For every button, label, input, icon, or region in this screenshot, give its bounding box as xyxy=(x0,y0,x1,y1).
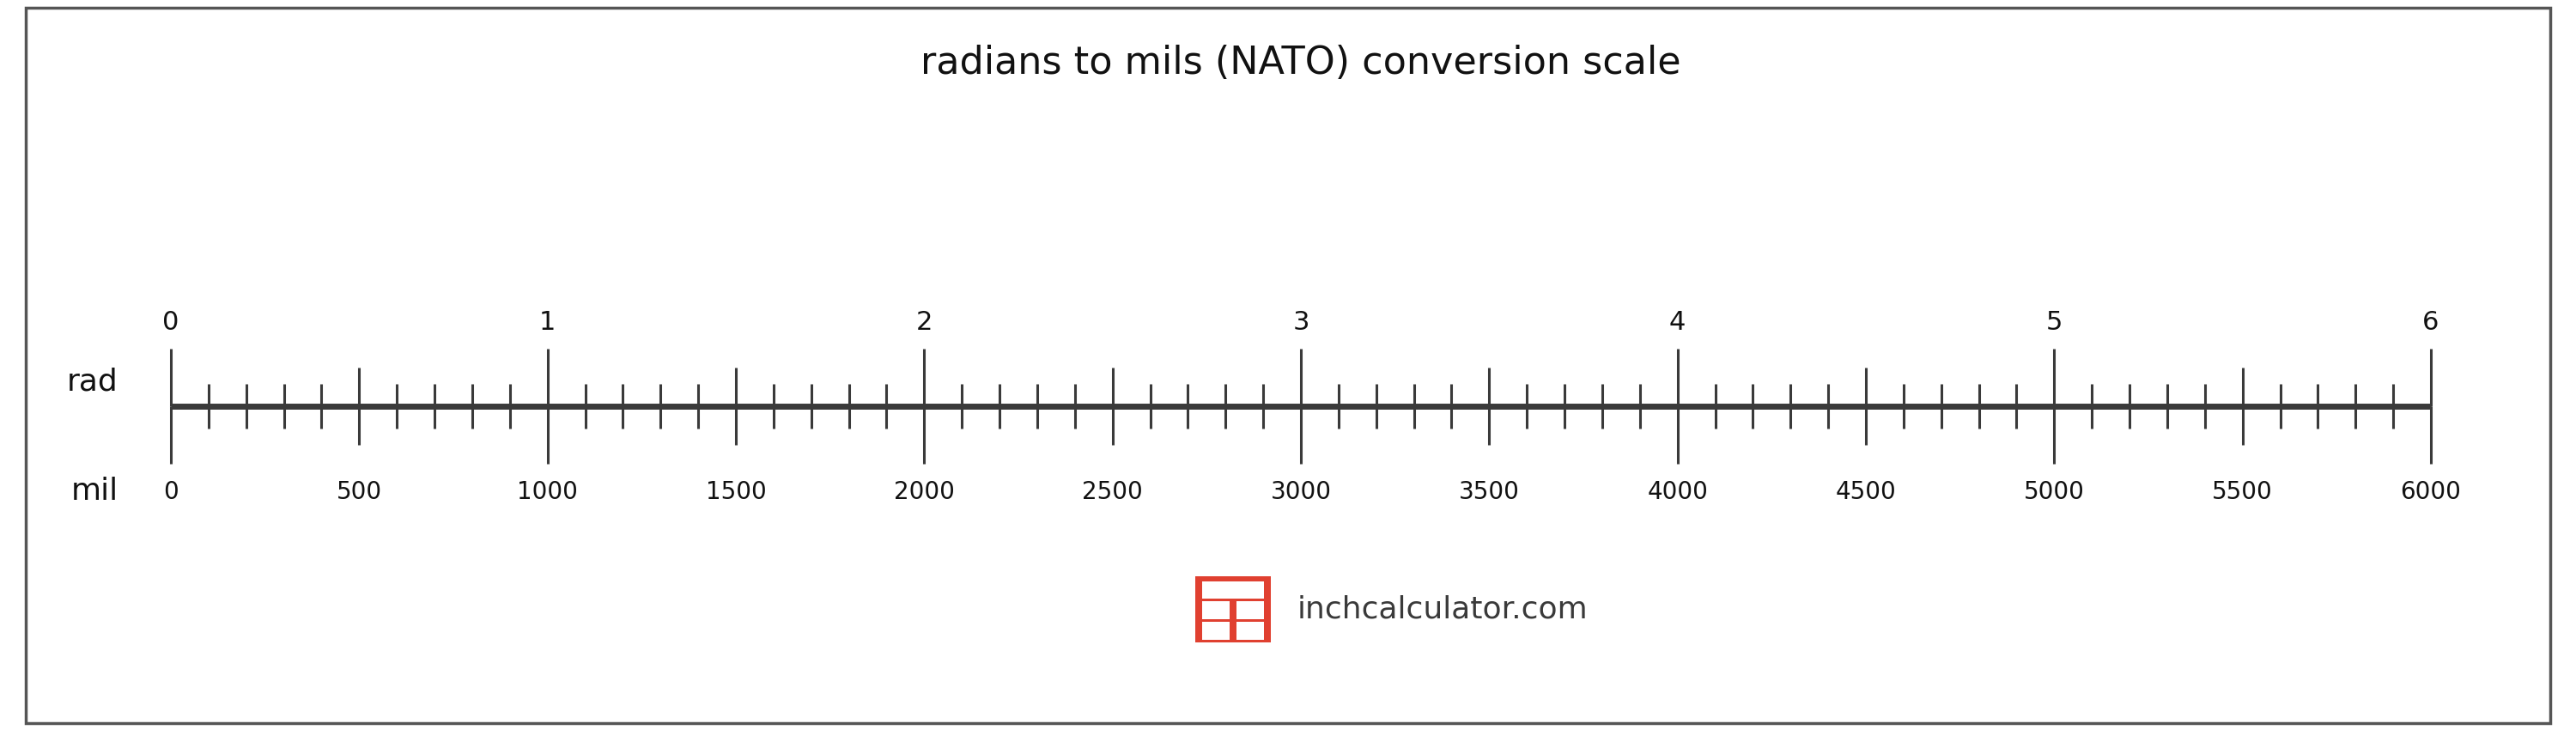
Text: 4: 4 xyxy=(1669,310,1685,335)
Text: 1000: 1000 xyxy=(518,480,577,504)
Text: 4000: 4000 xyxy=(1646,480,1708,504)
Bar xyxy=(1195,577,1270,642)
Text: 5000: 5000 xyxy=(2025,480,2084,504)
Bar xyxy=(1203,581,1265,599)
Text: radians to mils (NATO) conversion scale: radians to mils (NATO) conversion scale xyxy=(920,45,1682,82)
Text: 0: 0 xyxy=(162,480,178,504)
Text: 5: 5 xyxy=(2045,310,2063,335)
Text: 4500: 4500 xyxy=(1837,480,1896,504)
Text: 5500: 5500 xyxy=(2213,480,2272,504)
Text: 2500: 2500 xyxy=(1082,480,1144,504)
Bar xyxy=(1236,622,1265,639)
Text: 3: 3 xyxy=(1293,310,1309,335)
Text: 3000: 3000 xyxy=(1270,480,1332,504)
Bar xyxy=(1236,601,1265,619)
Text: rad: rad xyxy=(67,367,118,396)
Text: 2: 2 xyxy=(917,310,933,335)
Bar xyxy=(1203,601,1229,619)
Text: 1500: 1500 xyxy=(706,480,765,504)
Text: 500: 500 xyxy=(337,480,381,504)
Text: 1: 1 xyxy=(538,310,556,335)
Text: 6000: 6000 xyxy=(2401,480,2460,504)
Text: 6: 6 xyxy=(2421,310,2439,335)
Text: 3500: 3500 xyxy=(1458,480,1520,504)
Text: 0: 0 xyxy=(162,310,180,335)
Text: 2000: 2000 xyxy=(894,480,956,504)
Text: inchcalculator.com: inchcalculator.com xyxy=(1298,595,1587,624)
Text: mil: mil xyxy=(70,477,118,506)
Bar xyxy=(1203,622,1229,639)
